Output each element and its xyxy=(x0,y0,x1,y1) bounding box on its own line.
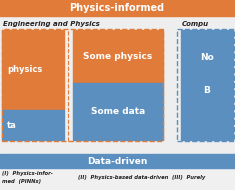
Text: B: B xyxy=(204,86,210,95)
Bar xyxy=(181,30,233,140)
Text: Engineering and Physics: Engineering and Physics xyxy=(3,21,100,27)
Text: (II)  Physics-based data-driven: (II) Physics-based data-driven xyxy=(78,176,168,180)
Bar xyxy=(0,0,235,16)
Text: Compu: Compu xyxy=(182,21,209,27)
Text: Some physics: Some physics xyxy=(83,52,153,61)
Bar xyxy=(0,154,235,168)
Text: (III)  Purely: (III) Purely xyxy=(172,176,205,180)
Text: Physics-informed: Physics-informed xyxy=(69,3,164,13)
Bar xyxy=(0,16,235,154)
Text: (I)  Physics-infor-: (I) Physics-infor- xyxy=(2,172,53,177)
Bar xyxy=(73,83,163,140)
Text: med  (PINNs): med (PINNs) xyxy=(2,178,41,184)
Text: physics: physics xyxy=(7,66,42,74)
Text: Data-driven: Data-driven xyxy=(87,157,147,165)
Text: ta: ta xyxy=(7,120,17,130)
Text: Some data: Some data xyxy=(91,107,145,116)
Text: No: No xyxy=(200,53,214,62)
Bar xyxy=(2,29,163,141)
Bar xyxy=(177,29,234,141)
Bar xyxy=(2,30,64,110)
Bar xyxy=(2,110,64,140)
Bar xyxy=(73,30,163,83)
